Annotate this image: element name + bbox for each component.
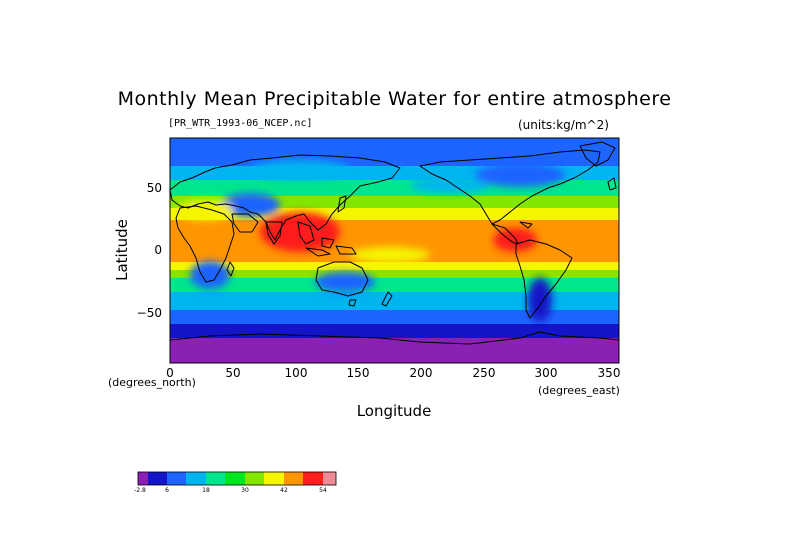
x-axis-label: Longitude — [356, 402, 432, 420]
colorbar-swatch — [225, 472, 245, 485]
colorbar — [137, 471, 337, 486]
y-axis-units: (degrees_north) — [108, 376, 196, 389]
colorbar-swatch — [186, 472, 206, 485]
colorbar-label: 42 — [280, 487, 288, 494]
coastlines — [170, 141, 619, 345]
colorbar-swatch — [264, 472, 284, 485]
x-tick-label: 250 — [472, 366, 496, 380]
colorbar-label: 18 — [202, 487, 210, 494]
colorbar-label: 54 — [319, 487, 327, 494]
colorbar-label: 6 — [165, 487, 169, 494]
x-axis-units: (degrees_east) — [538, 384, 620, 397]
x-tick-label: 300 — [534, 366, 558, 380]
colorbar-swatch — [323, 472, 336, 485]
x-tick-label: 0 — [166, 366, 174, 380]
file-label: [PR_WTR_1993-06_NCEP.nc] — [168, 118, 313, 129]
x-tick-label: 100 — [284, 366, 308, 380]
x-tick-label: 200 — [409, 366, 433, 380]
y-tick-label: 50 — [146, 181, 162, 195]
colorbar-swatch — [245, 472, 264, 485]
y-tick-label: −50 — [136, 306, 162, 320]
precipitable-water-field — [170, 138, 619, 363]
colorbar-swatch — [284, 472, 303, 485]
colorbar-label: 30 — [241, 487, 249, 494]
map-title: Monthly Mean Precipitable Water for enti… — [117, 88, 672, 110]
colorbar-swatch — [167, 472, 186, 485]
colorbar-swatch — [303, 472, 323, 485]
y-tick-label: 0 — [154, 243, 162, 257]
colorbar-swatch — [206, 472, 225, 485]
x-tick-label: 50 — [225, 366, 241, 380]
colorbar-swatch — [138, 472, 148, 485]
colorbar-label: -2.8 — [134, 487, 146, 494]
x-tick-label: 350 — [597, 366, 621, 380]
units-label: (units:kg/m^2) — [518, 118, 609, 132]
plot-frame — [169, 137, 620, 364]
colorbar-swatch — [148, 472, 167, 485]
x-tick-label: 150 — [346, 366, 370, 380]
